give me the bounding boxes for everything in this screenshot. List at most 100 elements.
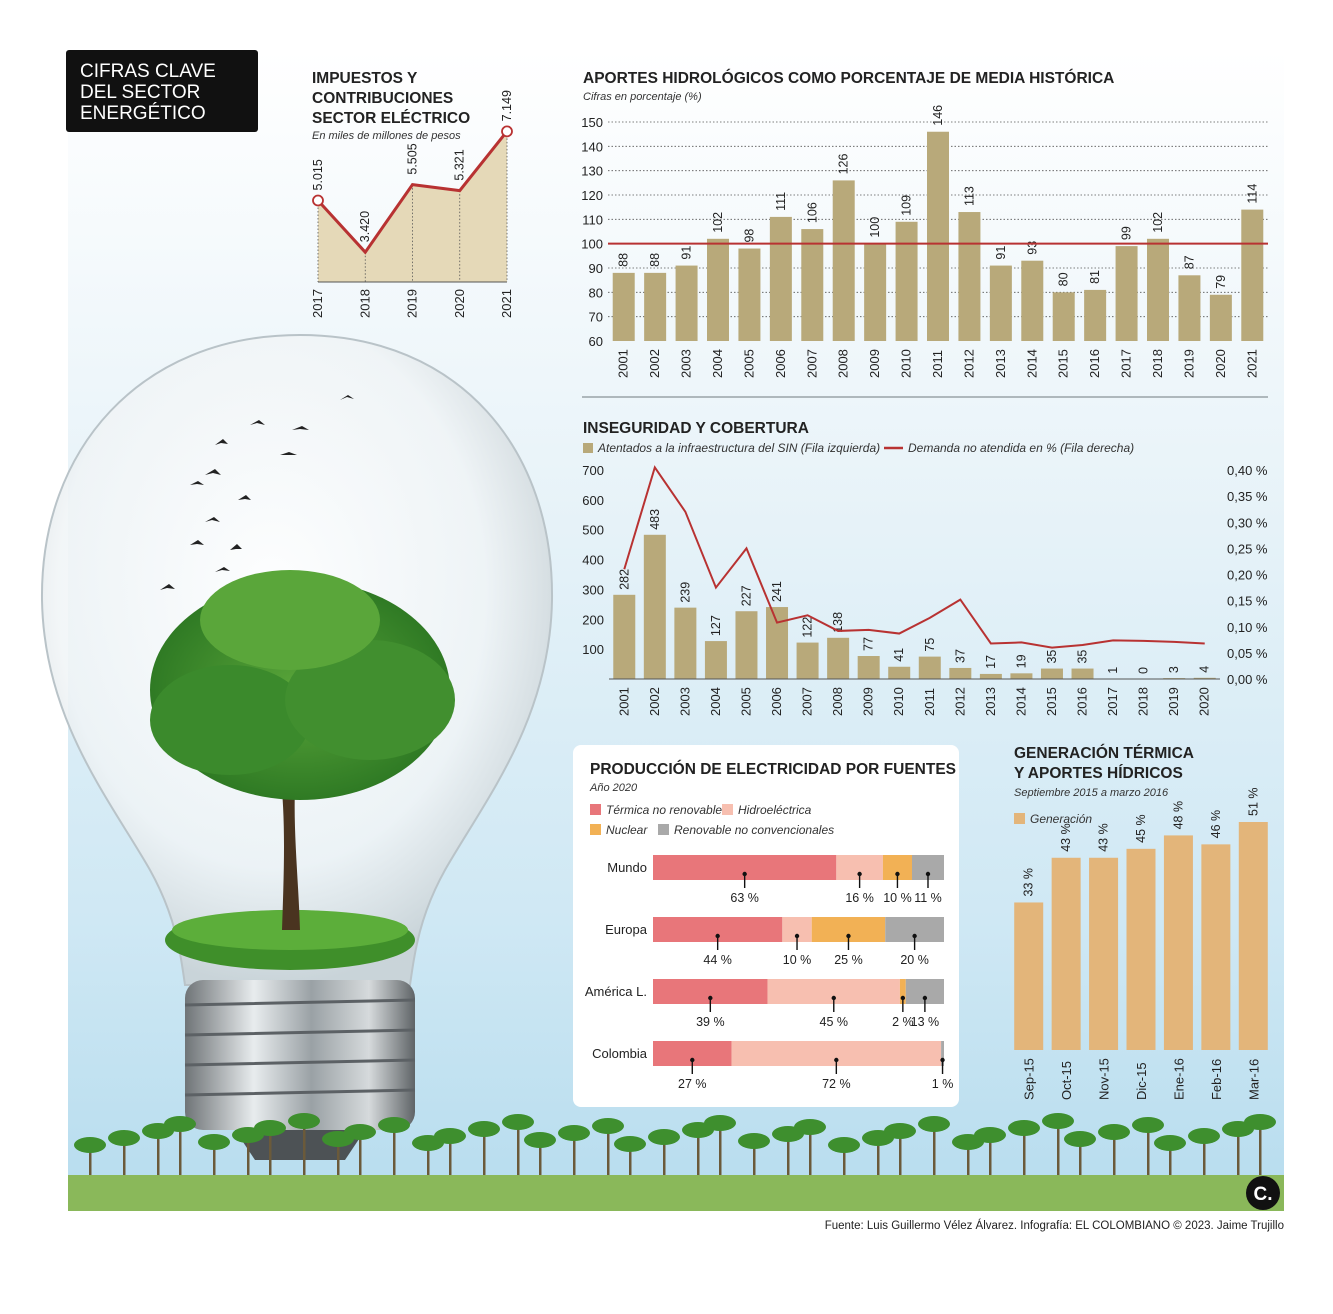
aportes-bar: [613, 273, 635, 341]
inseguridad-ytick-right: 0,10 %: [1227, 620, 1268, 635]
palm-crown: [738, 1133, 770, 1149]
inseguridad-ytick-right: 0,40 %: [1227, 463, 1268, 478]
aportes-year-label: 2010: [899, 349, 914, 378]
aportes-value-label: 79: [1214, 275, 1228, 289]
produccion-leader-dot: [912, 934, 916, 938]
inseguridad-ytick-left: 100: [582, 642, 604, 657]
generacion-bar: [1239, 822, 1268, 1050]
palm-trunk: [1057, 1121, 1060, 1175]
inseguridad-value-label: 17: [984, 655, 998, 669]
aportes-year-label: 2006: [773, 349, 788, 378]
inseguridad-year-label: 2006: [769, 687, 784, 716]
generacion-month-label: Nov-15: [1097, 1058, 1112, 1100]
inseguridad-legend-bar-label: Atentados a la infraestructura del SIN (…: [597, 441, 880, 455]
palm-crown: [74, 1137, 106, 1153]
palm-crown: [1244, 1114, 1276, 1130]
generacion-title-line: GENERACIÓN TÉRMICA: [1014, 744, 1194, 762]
inseguridad-bar: [644, 535, 666, 679]
palm-crown: [1042, 1113, 1074, 1129]
inseguridad-ytick-right: 0,20 %: [1227, 568, 1268, 583]
palm-crown: [378, 1117, 410, 1133]
aportes-bar: [738, 249, 760, 341]
palm-trunk: [303, 1121, 306, 1175]
aportes-year-label: 2013: [993, 349, 1008, 378]
produccion-category-label: Europa: [605, 922, 648, 937]
inseguridad-year-label: 2016: [1075, 687, 1090, 716]
aportes-bar: [1021, 261, 1043, 341]
palm-crown: [614, 1136, 646, 1152]
inseguridad-year-label: 2013: [983, 687, 998, 716]
generacion-value-label: 45 %: [1134, 814, 1148, 843]
generacion-bar: [1127, 849, 1156, 1050]
produccion-subtitle: Año 2020: [589, 782, 638, 794]
palm-crown: [1098, 1124, 1130, 1140]
inseguridad-year-label: 2018: [1136, 687, 1151, 716]
aportes-bar: [770, 217, 792, 341]
aportes-year-label: 2016: [1087, 349, 1102, 378]
aportes-year-label: 2003: [679, 349, 694, 378]
impuestos-title-line: IMPUESTOS Y: [312, 70, 418, 87]
aportes-value-label: 113: [962, 186, 976, 206]
inseguridad-ytick-right: 0,25 %: [1227, 541, 1268, 556]
inseguridad-bar: [735, 611, 757, 679]
produccion-leader-dot: [708, 996, 712, 1000]
inseguridad-ytick-left: 700: [582, 463, 604, 478]
inseguridad-value-label: 37: [953, 649, 967, 663]
aportes-year-label: 2012: [961, 349, 976, 378]
inseguridad-value-label: 138: [831, 612, 845, 633]
generacion-value-label: 48 %: [1171, 801, 1185, 830]
produccion-value-label: 45 %: [820, 1015, 849, 1029]
header-line-3: ENERGÉTICO: [80, 103, 206, 124]
aportes-year-label: 2018: [1150, 349, 1165, 378]
aportes-bar: [833, 180, 855, 341]
header-block: CIFRAS CLAVE DEL SECTOR ENERGÉTICO: [66, 50, 258, 132]
produccion-value-label: 10 %: [883, 891, 912, 905]
impuestos-year-label: 2018: [357, 289, 372, 318]
aportes-bar: [1147, 239, 1169, 341]
logo-text: C.: [1254, 1184, 1273, 1205]
inseguridad-bar: [1010, 673, 1032, 679]
impuestos-value-label: 5.321: [453, 149, 467, 180]
generacion-month-label: Mar-16: [1246, 1059, 1261, 1100]
inseguridad-year-label: 2020: [1197, 687, 1212, 716]
produccion-value-label: 1 %: [932, 1077, 954, 1091]
inseguridad-ytick-right: 0,05 %: [1227, 646, 1268, 661]
generacion-bar: [1089, 858, 1118, 1050]
produccion-leader-dot: [832, 996, 836, 1000]
produccion-leader-dot: [926, 872, 930, 876]
aportes-year-label: 2019: [1181, 349, 1196, 378]
aportes-bar: [1116, 246, 1138, 341]
aportes-value-label: 114: [1245, 184, 1259, 204]
palm-crown: [1132, 1117, 1164, 1133]
inseguridad-bar: [1041, 669, 1063, 679]
aportes-bar: [1210, 295, 1232, 341]
produccion-value-label: 20 %: [900, 953, 929, 967]
aportes-ytick: 100: [581, 237, 603, 252]
aportes-value-label: 102: [1151, 212, 1165, 233]
aportes-value-label: 81: [1088, 270, 1102, 284]
produccion-value-label: 39 %: [696, 1015, 725, 1029]
inseguridad-bar: [766, 607, 788, 679]
generacion-title-line: Y APORTES HÍDRICOS: [1014, 765, 1183, 782]
inseguridad-value-label: 35: [1076, 650, 1090, 664]
aportes-value-label: 91: [994, 246, 1008, 260]
aportes-value-label: 106: [805, 202, 819, 223]
aportes-ytick: 130: [581, 164, 603, 179]
inseguridad-ytick-right: 0,35 %: [1227, 489, 1268, 504]
palm-crown: [592, 1118, 624, 1134]
aportes-ytick: 90: [589, 261, 603, 276]
aportes-value-label: 87: [1182, 255, 1196, 269]
generacion-bar: [1014, 902, 1043, 1050]
inseguridad-year-label: 2003: [677, 687, 692, 716]
aportes-ytick: 110: [582, 212, 603, 227]
inseguridad-legend-bar-swatch: [583, 443, 593, 453]
aportes-bar: [864, 244, 886, 341]
palm-crown: [164, 1116, 196, 1132]
generacion-value-label: 33 %: [1022, 868, 1036, 897]
produccion-legend-swatch: [590, 804, 601, 815]
inseguridad-ytick-left: 200: [582, 612, 604, 627]
impuestos-year-label: 2019: [405, 289, 420, 318]
inseguridad-bar: [888, 667, 910, 679]
palm-crown: [558, 1125, 590, 1141]
